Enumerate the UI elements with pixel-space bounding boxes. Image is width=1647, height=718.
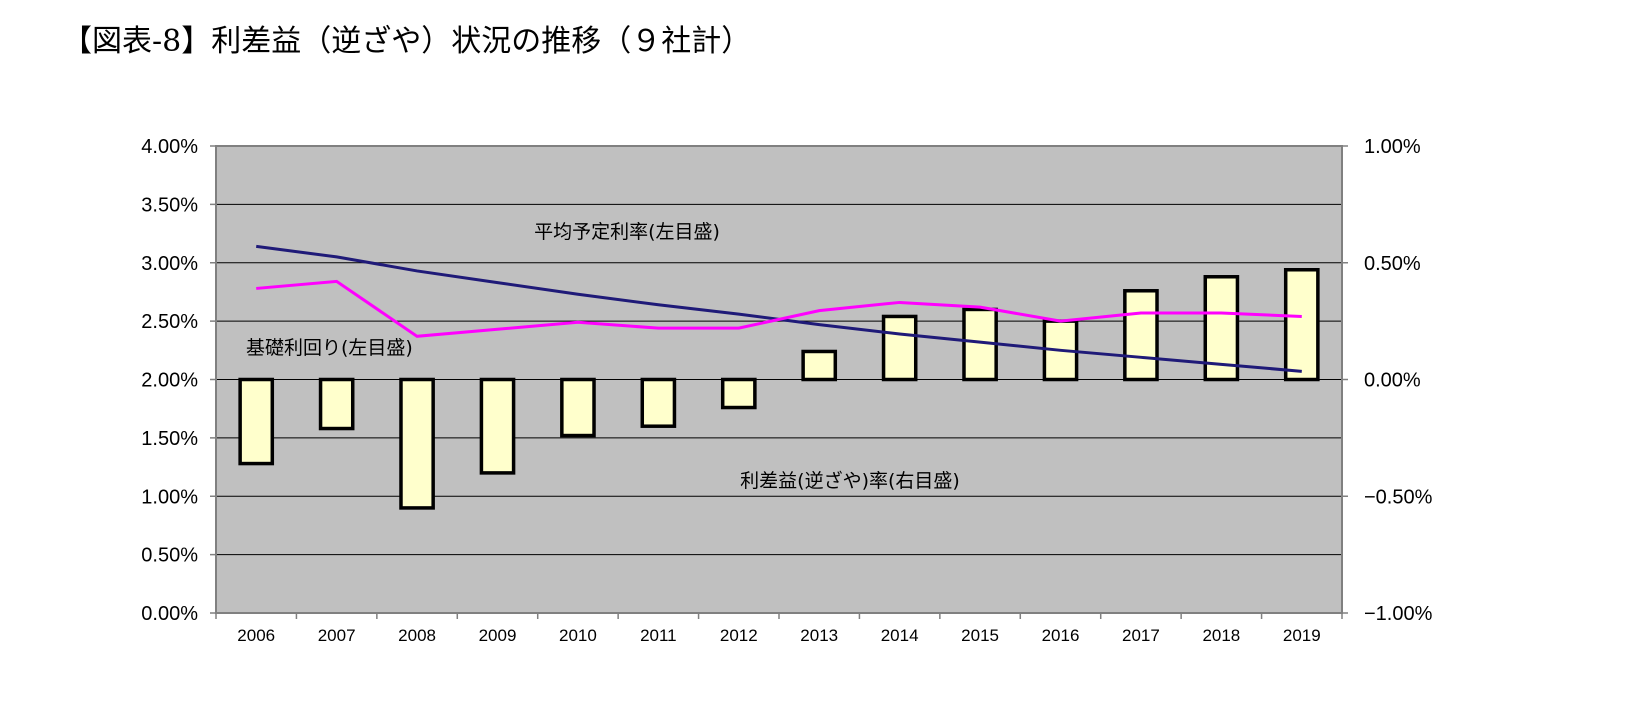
annotations: 利差益(逆ざや)率(右目盛) 平均予定利率(左目盛) 基礎利回り(左目盛): [246, 221, 960, 492]
x-axis-tick-label: 2010: [559, 626, 597, 645]
right-axis-tick-label: 0.00%: [1364, 370, 1421, 392]
x-axis-tick-label: 2013: [800, 626, 838, 645]
series-annotation: 平均予定利率(左目盛): [534, 221, 720, 243]
x-axis-tick-label: 2011: [640, 626, 677, 645]
x-axis-tick-label: 2015: [961, 626, 999, 645]
x-axis-tick-label: 2008: [398, 626, 436, 645]
series-line: [256, 279, 1302, 338]
x-axis-tick-label: 2006: [237, 626, 275, 645]
bar: [881, 314, 918, 382]
chart-title: 【図表-8】利差益（逆ざや）状況の推移（９社計）: [62, 24, 752, 59]
bar: [962, 307, 998, 382]
bar: [801, 349, 838, 382]
series-annotation: 基礎利回り(左目盛): [246, 337, 413, 359]
left-axis-tick-label: 4.00%: [141, 136, 198, 158]
bar: [560, 377, 596, 438]
bar: [238, 377, 275, 466]
bar: [640, 377, 677, 428]
x-axis-tick-label: 2017: [1122, 626, 1160, 645]
x-axis-tick-label: 2012: [720, 626, 758, 645]
left-axis-tick-label: 1.00%: [141, 486, 198, 508]
right-axis-tick-label: 1.00%: [1364, 136, 1421, 158]
right-axis-tick-label: −1.00%: [1364, 603, 1433, 625]
bar: [399, 377, 435, 510]
bar: [479, 377, 516, 475]
x-axis-tick-label: 2018: [1202, 626, 1240, 645]
bar: [1123, 289, 1159, 382]
bar: [1283, 268, 1320, 382]
left-axis-tick-label: 3.00%: [141, 253, 198, 275]
bar: [318, 377, 355, 431]
x-axis-tick-label: 2007: [318, 626, 356, 645]
x-axis-tick-label: 2016: [1042, 626, 1080, 645]
right-axis-tick-label: −0.50%: [1364, 486, 1433, 508]
x-axis-tick-label: 2009: [479, 626, 517, 645]
tick-labels: 0.00% 0.50% 1.00% 1.50% 2.00% 2.50% 3.00% 3.50%…: [141, 136, 1432, 645]
series-annotation: 利差益(逆ざや)率(右目盛): [740, 469, 960, 492]
left-axis-tick-label: 1.50%: [141, 428, 198, 450]
x-axis-tick-label: 2014: [881, 626, 919, 645]
left-axis-tick-label: 0.00%: [141, 603, 198, 625]
line-series: [256, 244, 1302, 373]
left-axis-tick-label: 2.50%: [141, 311, 198, 333]
left-axis-tick-label: 0.50%: [141, 545, 198, 567]
right-axis-tick-label: 0.50%: [1364, 253, 1421, 275]
axes: [210, 145, 1348, 619]
left-axis-tick-label: 3.50%: [141, 194, 198, 216]
x-axis-tick-label: 2019: [1283, 626, 1321, 645]
bar: [720, 377, 757, 410]
left-axis-tick-label: 2.00%: [141, 370, 198, 392]
